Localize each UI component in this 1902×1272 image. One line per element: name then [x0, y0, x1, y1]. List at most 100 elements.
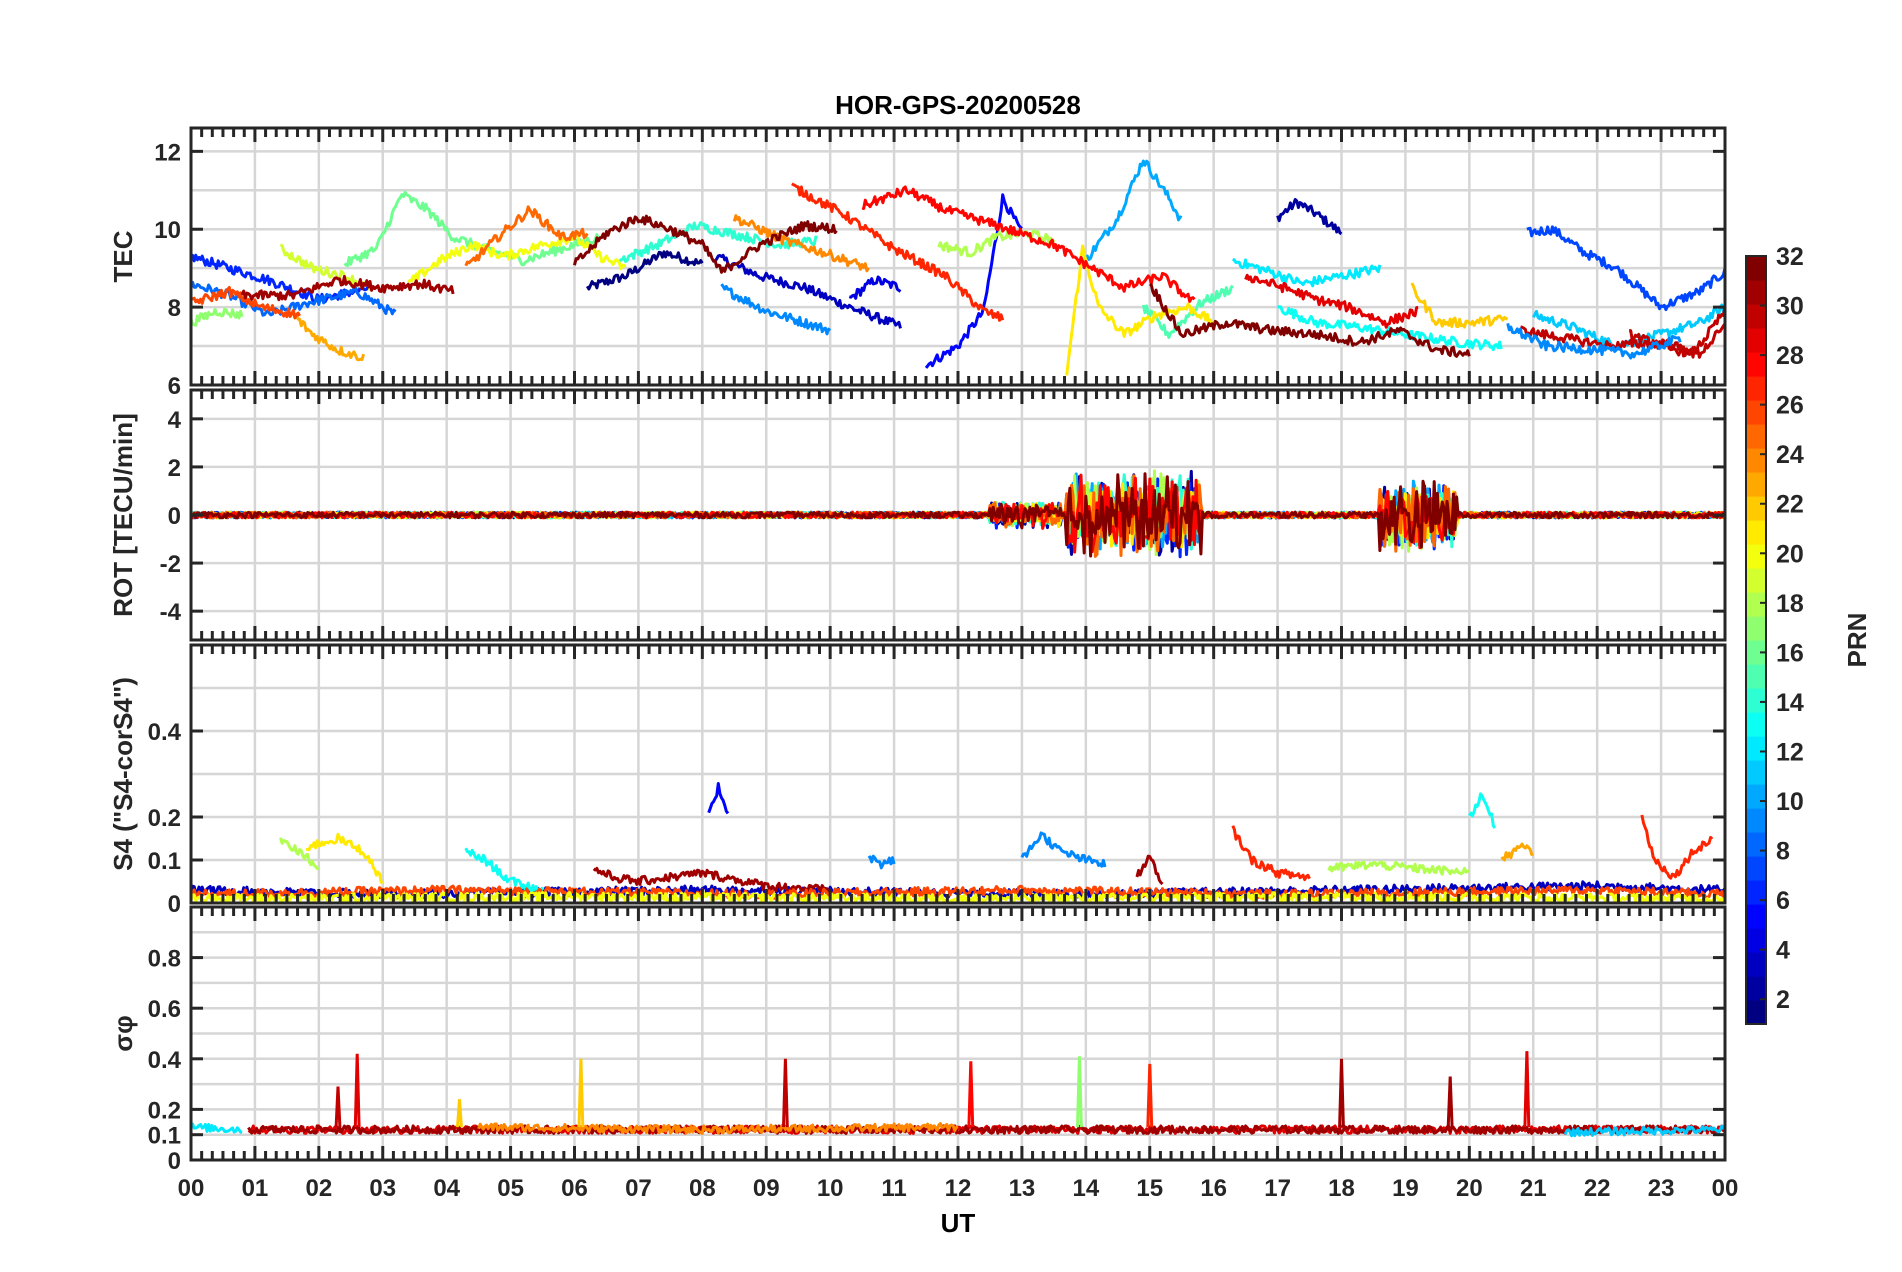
- colorbar-tick-label: 6: [1776, 887, 1790, 915]
- series-prn-18: [937, 229, 1056, 258]
- colorbar-step: [1746, 520, 1766, 545]
- colorbar-step: [1746, 256, 1766, 281]
- colorbar-tick-label: 18: [1776, 590, 1804, 618]
- x-tick-label: 05: [497, 1175, 524, 1202]
- x-tick-label: 04: [433, 1175, 460, 1202]
- x-axis-label: UT: [941, 1208, 976, 1238]
- spike-1: [353, 1053, 361, 1128]
- y-tick-label: 8: [168, 295, 181, 322]
- minor-ticks: [189, 390, 1727, 640]
- x-tick-label: 09: [753, 1175, 780, 1202]
- series-prn-13: [1468, 792, 1497, 829]
- x-tick-label: 15: [1136, 1175, 1163, 1202]
- colorbar-tick-label: 14: [1776, 689, 1804, 717]
- y-tick-label: 0.4: [148, 1047, 182, 1074]
- x-tick-label: 02: [305, 1175, 332, 1202]
- colorbar-step: [1746, 976, 1766, 1001]
- y-axis-label: S4 ("S4-corS4"): [108, 677, 138, 871]
- series-prn-13: [464, 847, 544, 895]
- series-prn-1: [585, 250, 704, 291]
- y-tick-label: 12: [154, 139, 181, 166]
- y-tick-label: 0.2: [148, 1097, 181, 1124]
- spike-9: [1446, 1076, 1454, 1128]
- series-prn-13: [1276, 305, 1503, 352]
- x-tick-label: 03: [369, 1175, 396, 1202]
- y-tick-label: 0.6: [148, 996, 181, 1023]
- colorbar-tick-label: 8: [1776, 838, 1790, 866]
- colorbar-step: [1746, 952, 1766, 977]
- series-prn-28: [861, 185, 1196, 303]
- panel-rot: -4 -2 0 2 4 ROT [TECU/min]: [108, 388, 1727, 642]
- series-prn-9: [1020, 831, 1107, 868]
- spike-0: [334, 1086, 342, 1128]
- series-prn-21: [1065, 244, 1215, 376]
- colorbar-label: PRN: [1842, 613, 1872, 668]
- spike-8: [1338, 1058, 1345, 1128]
- series-prn-30: [1629, 306, 1725, 359]
- colorbar-tick-label: 24: [1776, 441, 1804, 469]
- colorbar-step: [1746, 688, 1766, 713]
- series-prn-31: [1135, 854, 1164, 886]
- y-axis-label: ROT [TECU/min]: [108, 413, 138, 617]
- minor-ticks: [189, 907, 1727, 1162]
- series-group: [191, 159, 1725, 376]
- minor-ticks: [189, 128, 1727, 387]
- series-prn-27: [791, 182, 1005, 322]
- colorbar-tick-label: 12: [1776, 738, 1804, 766]
- colorbar-tick-label: 2: [1776, 986, 1790, 1014]
- series-prn-22: [1410, 282, 1508, 329]
- series-prn-24: [732, 214, 870, 273]
- colorbar-tick-label: 16: [1776, 639, 1804, 667]
- colorbar-step: [1746, 280, 1766, 305]
- panel-tec: 6 8 10 12 TEC: [108, 126, 1727, 400]
- x-tick-label: 17: [1264, 1175, 1291, 1202]
- minor-ticks: [189, 645, 1727, 905]
- colorbar-step: [1746, 568, 1766, 593]
- colorbar-step: [1746, 640, 1766, 665]
- y-axis-label: TEC: [108, 230, 138, 282]
- colorbar-step: [1746, 832, 1766, 857]
- x-tick-labels: 00 01 02 03 04 05 06 07 08 09 10 11 12 13 14 15 16 17 18 19…: [178, 1175, 1739, 1202]
- colorbar-step: [1746, 352, 1766, 377]
- y-tick-label: 4: [168, 407, 182, 434]
- colorbar-tick-label: 4: [1776, 937, 1790, 965]
- spike-4: [782, 1058, 789, 1128]
- y-tick-label: 6: [168, 373, 181, 400]
- x-tick-label: 06: [561, 1175, 588, 1202]
- colorbar-tick-label: 10: [1776, 788, 1804, 816]
- y-tick-label: 0.4: [148, 719, 182, 746]
- series-prn-32: [1149, 282, 1471, 358]
- x-tick-label: 07: [625, 1175, 652, 1202]
- colorbar-tick-label: 26: [1776, 392, 1804, 420]
- colorbar-tick-label: 30: [1776, 293, 1804, 321]
- spike-2: [456, 1099, 463, 1128]
- series-prn-32: [573, 214, 838, 274]
- x-tick-label: 01: [242, 1175, 269, 1202]
- colorbar-step: [1746, 784, 1766, 809]
- colorbar-step: [1746, 328, 1766, 353]
- colorbar-tick-label: 22: [1776, 491, 1804, 519]
- series-prn-31: [247, 1124, 1725, 1135]
- x-tick-label: 16: [1200, 1175, 1227, 1202]
- y-tick-label: -2: [160, 551, 181, 578]
- series-prn-14: [617, 221, 818, 264]
- series-prn-21: [305, 832, 383, 884]
- series-prn-31: [592, 866, 832, 895]
- x-tick-label: 22: [1584, 1175, 1611, 1202]
- series-prn-2: [1276, 198, 1343, 236]
- colorbar-tick-label: 20: [1776, 540, 1804, 568]
- x-tick-label: 00: [178, 1175, 205, 1202]
- spike-7: [1146, 1063, 1154, 1128]
- colorbar-step: [1746, 736, 1766, 761]
- colorbar-step: [1746, 808, 1766, 833]
- colorbar-step: [1746, 928, 1766, 953]
- x-tick-label: 19: [1392, 1175, 1419, 1202]
- colorbar-step: [1746, 760, 1766, 785]
- series-prn-9: [720, 283, 832, 336]
- y-tick-label: 0.8: [148, 946, 181, 973]
- series-prn-12: [191, 1122, 243, 1134]
- colorbar-step: [1746, 496, 1766, 521]
- spike-10: [1523, 1051, 1531, 1128]
